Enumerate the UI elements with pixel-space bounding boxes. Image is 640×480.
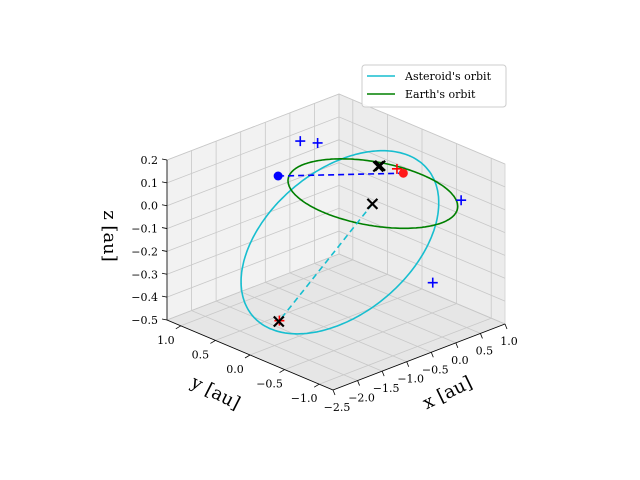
axis-panes — [165, 93, 507, 391]
y-tick — [313, 383, 320, 388]
y-tick-label: 1.0 — [157, 334, 175, 347]
legend: Asteroid's orbit Earth's orbit — [361, 64, 507, 108]
dashed-connector — [278, 203, 374, 322]
z-tick-label: 0.0 — [141, 200, 159, 213]
blue-dot-marker — [273, 171, 283, 181]
blue-plus-marker — [456, 195, 467, 206]
z-tick — [161, 204, 168, 207]
x-tick-label: −2.0 — [348, 392, 375, 405]
x-tick-label: 1.0 — [500, 335, 518, 348]
y-tick — [210, 340, 216, 344]
z-tick-label: −0.1 — [131, 223, 158, 236]
y-tick — [279, 369, 285, 373]
x-tick-label: −2.5 — [324, 401, 351, 414]
y-axis-label: y [au] — [187, 371, 244, 414]
x-tick — [504, 323, 508, 330]
x-tick — [332, 389, 336, 396]
gridline-z — [166, 116, 506, 188]
legend-label-asteroid: Asteroid's orbit — [404, 70, 492, 83]
z-tick — [161, 158, 168, 161]
gridline-z — [166, 253, 506, 325]
z-tick-label: −0.5 — [131, 314, 158, 327]
gridline-z — [166, 230, 506, 302]
y-tick-label: 0.0 — [226, 363, 244, 376]
x-tick — [455, 342, 459, 349]
y-tick-label: −0.5 — [256, 378, 283, 391]
legend-label-earth: Earth's orbit — [405, 88, 476, 101]
blue-plus-marker — [312, 137, 323, 148]
gridline-z — [166, 162, 506, 233]
gridline-z — [166, 207, 506, 279]
z-tick — [161, 272, 168, 275]
x-tick — [480, 333, 483, 339]
z-axis-label: z [au] — [99, 210, 120, 262]
gridline-z — [166, 184, 506, 256]
black-x-marker — [374, 159, 386, 172]
y-tick-label: 0.5 — [192, 348, 210, 361]
x-axis-label: x [au] — [420, 372, 476, 414]
tick-labels: −2.5−2.0−1.5−1.0−0.50.00.51.01.00.50.0−0… — [131, 154, 517, 414]
x-tick — [430, 352, 434, 358]
red-plus-marker — [391, 163, 402, 174]
x-tick — [406, 361, 410, 367]
earth-orbit-line — [287, 158, 459, 230]
y-tick-label: −1.0 — [291, 392, 318, 405]
x-tick-label: −1.5 — [373, 382, 400, 395]
z-tick-label: −0.4 — [131, 291, 158, 304]
blue-plus-marker — [295, 136, 306, 147]
z-tick — [161, 181, 168, 184]
z-tick-label: 0.1 — [141, 177, 159, 190]
z-tick — [161, 250, 168, 252]
x-tick-label: 0.0 — [451, 354, 469, 367]
red-dot-marker — [398, 168, 408, 178]
z-tick-label: −0.3 — [131, 268, 158, 281]
x-tick — [381, 370, 385, 377]
y-tick — [175, 325, 182, 330]
plot-area — [240, 136, 467, 335]
z-tick — [161, 295, 168, 298]
z-tick-label: −0.2 — [131, 245, 158, 258]
asteroid-orbit-line — [240, 149, 440, 335]
gridline-z — [166, 93, 506, 165]
gridline-z — [166, 139, 506, 211]
y-tick — [244, 354, 251, 359]
black-x-marker — [273, 315, 285, 328]
x-tick-label: 0.5 — [476, 344, 494, 357]
legend-frame — [361, 64, 507, 108]
x-tick-label: −1.0 — [397, 373, 424, 386]
blue-plus-marker — [427, 277, 438, 288]
x-tick-label: −0.5 — [422, 363, 449, 376]
z-tick — [161, 227, 168, 229]
z-tick-label: 0.2 — [141, 154, 159, 167]
black-x-marker — [366, 198, 379, 210]
dashed-connector — [278, 172, 404, 177]
x-tick — [357, 380, 360, 386]
x-axis-line — [332, 323, 506, 391]
z-tick — [161, 318, 168, 321]
